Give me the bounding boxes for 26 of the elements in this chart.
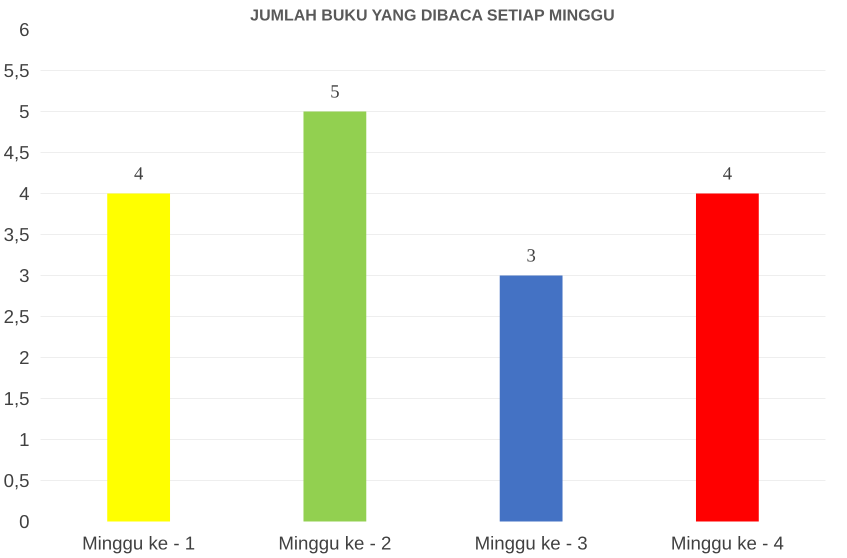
y-tick-label: 5 [19, 101, 30, 122]
x-tick-label: Minggu ke - 1 [82, 532, 196, 554]
x-tick-label: Minggu ke - 4 [670, 532, 784, 554]
data-label: 4 [722, 164, 733, 184]
x-tick-label: Minggu ke - 3 [474, 532, 588, 554]
y-tick-label: 4 [19, 183, 30, 204]
chart-title: JUMLAH BUKU YANG DIBACA SETIAP MINGGU [250, 8, 615, 24]
y-tick-label: 5,5 [4, 60, 30, 81]
y-tick-label: 2,5 [4, 306, 30, 327]
y-tick-label: 4,5 [4, 142, 30, 163]
x-tick-label: Minggu ke - 2 [278, 532, 392, 554]
y-tick-label: 3 [19, 265, 30, 286]
y-tick-label: 6 [19, 19, 30, 40]
y-tick-label: 1,5 [4, 388, 30, 409]
y-tick-label: 3,5 [4, 224, 30, 245]
y-tick-label: 2 [19, 347, 30, 368]
bar [107, 194, 170, 522]
y-tick-label: 0 [19, 511, 30, 532]
y-tick-label: 1 [19, 429, 30, 450]
bar [696, 194, 759, 522]
data-label: 3 [526, 246, 536, 266]
bar [500, 276, 563, 522]
data-label: 5 [330, 82, 340, 102]
y-tick-label: 0,5 [4, 470, 30, 491]
bar [303, 112, 366, 522]
data-label: 4 [134, 164, 144, 184]
